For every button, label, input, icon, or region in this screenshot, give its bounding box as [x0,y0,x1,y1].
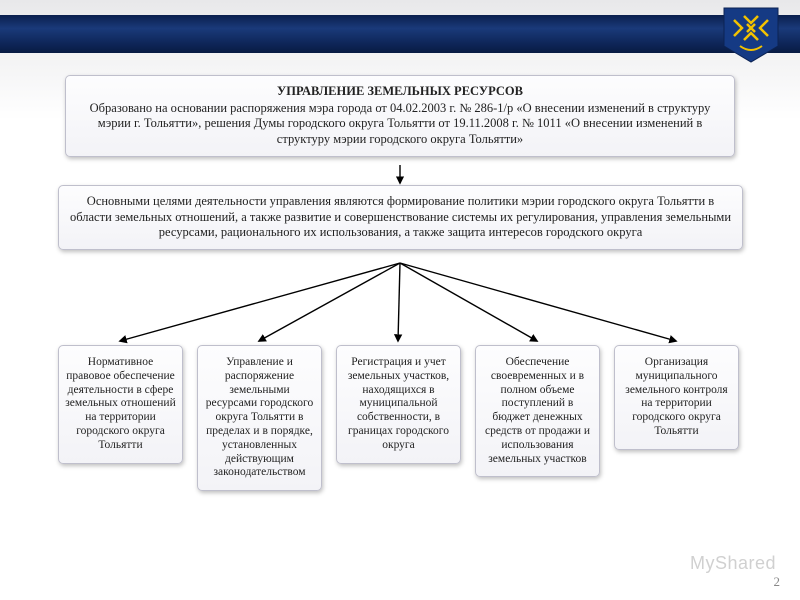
title-heading: УПРАВЛЕНИЕ ЗЕМЕЛЬНЫХ РЕСУРСОВ [76,84,724,100]
leaf-card-1: Нормативное правовое обеспечение деятель… [58,345,183,464]
page-number: 2 [774,574,781,590]
city-crest-icon [720,6,782,64]
goal-text: Основными целями деятельности управления… [70,194,731,239]
leaf-text: Управление и распоряжение земельными рес… [206,356,314,478]
title-card: УПРАВЛЕНИЕ ЗЕМЕЛЬНЫХ РЕСУРСОВ Образовано… [65,75,735,157]
watermark: MyShared [690,553,776,574]
header-band [0,15,800,53]
goal-card: Основными целями деятельности управления… [58,185,743,250]
leaf-card-3: Регистрация и учет земельных участков, н… [336,345,461,464]
slide: УПРАВЛЕНИЕ ЗЕМЕЛЬНЫХ РЕСУРСОВ Образовано… [0,0,800,600]
leaf-card-5: Организация муниципального земельного ко… [614,345,739,450]
leaf-card-4: Обеспечение своевременных и в полном объ… [475,345,600,477]
leaf-text: Нормативное правовое обеспечение деятель… [65,356,175,451]
leaf-text: Обеспечение своевременных и в полном объ… [485,356,590,465]
leaf-text: Регистрация и учет земельных участков, н… [348,356,449,451]
title-body: Образовано на основании распоряжения мэр… [90,101,711,146]
leaf-text: Организация муниципального земельного ко… [625,356,727,437]
leaf-card-2: Управление и распоряжение земельными рес… [197,345,322,491]
